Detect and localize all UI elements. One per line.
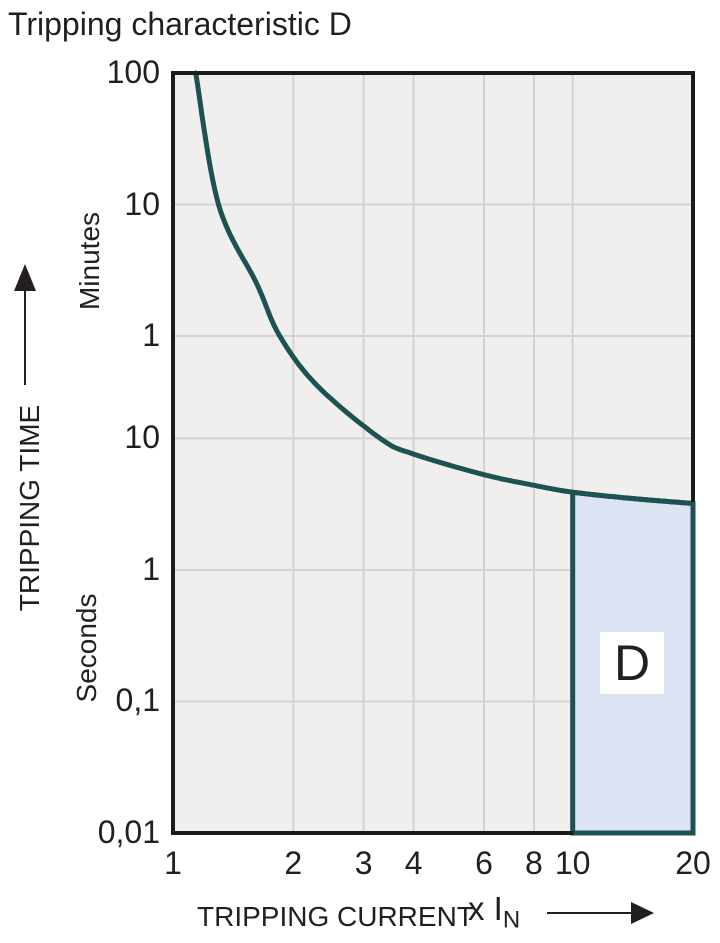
x-tick-label: 2: [284, 845, 303, 881]
x-axis-unit: x IN: [468, 890, 520, 932]
x-tick-label: 4: [404, 845, 423, 881]
x-axis-unit-subscript: N: [502, 906, 521, 934]
chart-title: Tripping characteristic D: [8, 6, 352, 42]
y-tick-label: 0,01: [97, 813, 160, 850]
region-d-label-box: D: [600, 632, 664, 694]
x-tick-label: 6: [475, 845, 493, 881]
y-tick-label: 0,1: [115, 682, 160, 719]
y-axis-arrow-icon: [14, 264, 36, 291]
y-tick-label: 10: [124, 185, 160, 222]
y-tick-label: 1: [142, 316, 160, 353]
y-tick-label: 100: [106, 53, 160, 90]
y-tick-label: 10: [124, 419, 160, 456]
x-tick-label: 8: [525, 845, 543, 881]
x-axis-unit-prefix: x I: [468, 890, 503, 927]
plot-border: [171, 71, 695, 835]
x-tick-label: 10: [554, 845, 591, 881]
region-d-label: D: [613, 635, 651, 691]
x-tick-label: 3: [354, 845, 373, 881]
x-tick-label: 20: [675, 845, 711, 881]
y-tick-label: 1: [142, 550, 160, 587]
tripping-curve: [193, 70, 696, 506]
x-axis-title: TRIPPING CURRENT: [197, 901, 474, 932]
x-axis-arrow-icon: [631, 902, 654, 924]
x-tick-label: 1: [164, 845, 182, 881]
